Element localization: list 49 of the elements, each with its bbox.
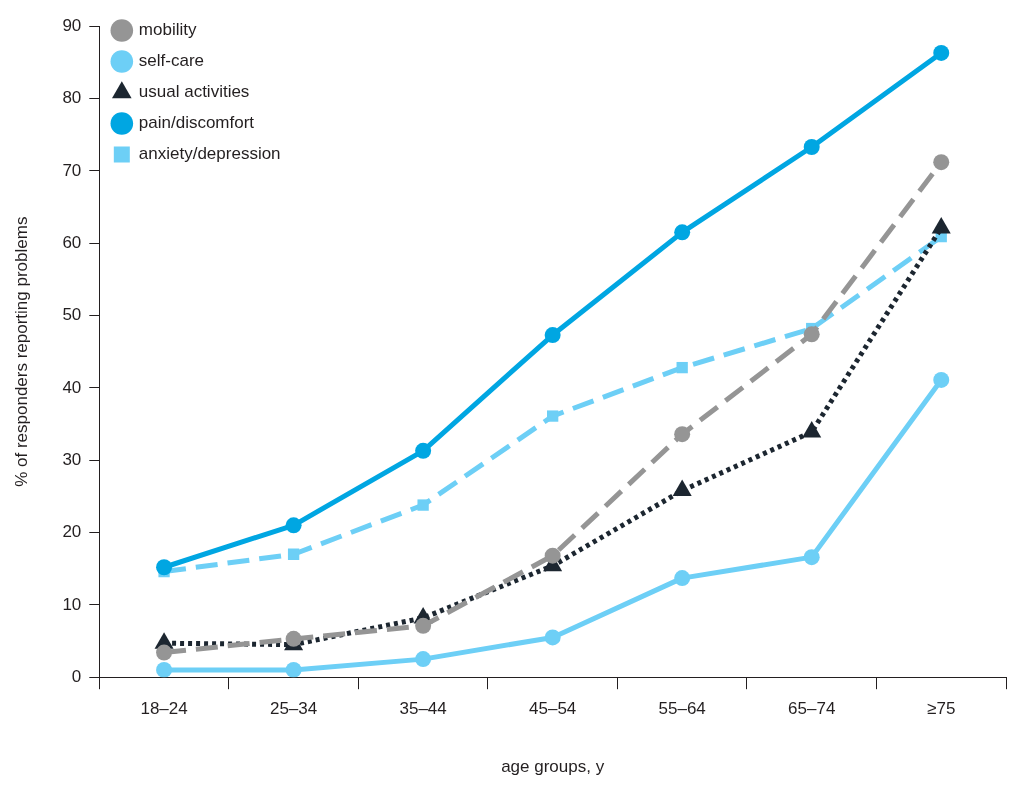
x-tick-label: 55–64 bbox=[658, 699, 706, 719]
point bbox=[674, 426, 691, 443]
point bbox=[417, 499, 429, 511]
point bbox=[674, 224, 691, 241]
point bbox=[933, 154, 950, 171]
point bbox=[285, 661, 302, 678]
x-tick-label: 35–44 bbox=[399, 699, 447, 719]
point bbox=[287, 548, 300, 560]
y-axis-title: % of responders reporting problems bbox=[11, 216, 31, 487]
point bbox=[415, 617, 432, 634]
y-tick-label: 70 bbox=[62, 160, 82, 180]
legend-label: self-care bbox=[138, 51, 204, 71]
x-tick-label: 45–54 bbox=[529, 699, 577, 719]
x-axis-title: age groups, y bbox=[501, 757, 605, 777]
y-tick-label: 80 bbox=[62, 88, 82, 108]
point bbox=[933, 44, 950, 61]
point bbox=[156, 644, 173, 661]
y-tick-label: 90 bbox=[62, 15, 82, 35]
y-tick-label: 50 bbox=[62, 305, 82, 325]
x-tick-label: 18–24 bbox=[140, 699, 188, 719]
legend-label: anxiety/depression bbox=[138, 144, 281, 164]
point bbox=[544, 629, 561, 646]
y-tick-label: 60 bbox=[62, 232, 82, 252]
x-tick-label: 65–74 bbox=[788, 699, 836, 719]
point bbox=[285, 630, 302, 647]
point bbox=[547, 410, 559, 422]
point bbox=[803, 139, 820, 155]
legend-label: pain/discomfort bbox=[138, 113, 255, 133]
point bbox=[544, 327, 561, 344]
legend-label: usual activities bbox=[138, 82, 250, 102]
point bbox=[415, 442, 432, 459]
point bbox=[803, 326, 820, 343]
y-tick-label: 10 bbox=[62, 594, 82, 614]
point bbox=[933, 371, 950, 388]
point bbox=[415, 651, 432, 668]
point bbox=[285, 517, 302, 534]
point bbox=[803, 549, 820, 566]
y-tick-label: 20 bbox=[62, 522, 82, 542]
point bbox=[156, 559, 173, 576]
x-tick-label: ≥75 bbox=[927, 699, 956, 719]
legend-label: mobility bbox=[138, 20, 197, 40]
point bbox=[544, 547, 561, 564]
point bbox=[676, 361, 688, 374]
y-tick-label: 40 bbox=[62, 377, 82, 397]
y-tick-label: 0 bbox=[71, 666, 82, 686]
point bbox=[156, 661, 173, 678]
point bbox=[674, 570, 691, 587]
x-tick-label: 25–34 bbox=[269, 699, 318, 719]
y-tick-label: 30 bbox=[62, 449, 82, 469]
